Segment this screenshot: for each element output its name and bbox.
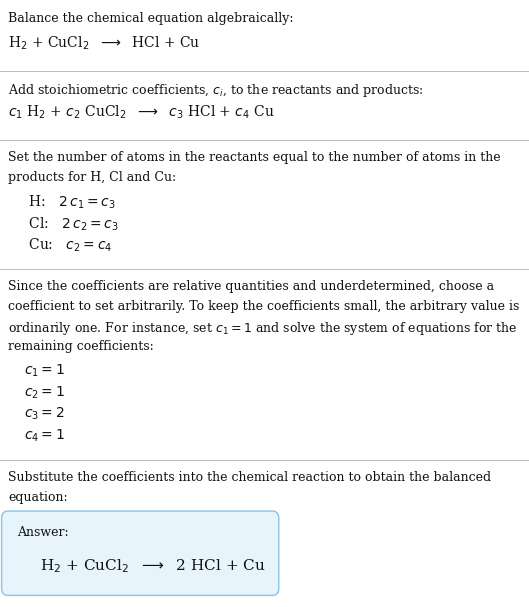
Text: Cu:   $c_2 = c_4$: Cu: $c_2 = c_4$ [24,237,112,254]
Text: $c_3 = 2$: $c_3 = 2$ [24,406,65,422]
Text: H$_2$ + CuCl$_2$  $\longrightarrow$  HCl + Cu: H$_2$ + CuCl$_2$ $\longrightarrow$ HCl +… [8,35,200,52]
Text: ordinarily one. For instance, set $c_1 = 1$ and solve the system of equations fo: ordinarily one. For instance, set $c_1 =… [8,320,517,337]
Text: H$_2$ + CuCl$_2$  $\longrightarrow$  2 HCl + Cu: H$_2$ + CuCl$_2$ $\longrightarrow$ 2 HCl… [40,557,266,575]
Text: Answer:: Answer: [17,526,69,538]
Text: Substitute the coefficients into the chemical reaction to obtain the balanced: Substitute the coefficients into the che… [8,471,491,484]
FancyBboxPatch shape [2,511,279,595]
Text: coefficient to set arbitrarily. To keep the coefficients small, the arbitrary va: coefficient to set arbitrarily. To keep … [8,300,519,313]
Text: Since the coefficients are relative quantities and underdetermined, choose a: Since the coefficients are relative quan… [8,280,494,293]
Text: remaining coefficients:: remaining coefficients: [8,341,154,353]
Text: products for H, Cl and Cu:: products for H, Cl and Cu: [8,171,176,185]
Text: $c_2 = 1$: $c_2 = 1$ [24,384,65,401]
Text: Add stoichiometric coefficients, $c_i$, to the reactants and products:: Add stoichiometric coefficients, $c_i$, … [8,82,423,99]
Text: $c_1 = 1$: $c_1 = 1$ [24,363,65,379]
Text: H:   $2\,c_1 = c_3$: H: $2\,c_1 = c_3$ [24,194,115,211]
Text: $c_4 = 1$: $c_4 = 1$ [24,428,65,444]
Text: $c_1$ H$_2$ + $c_2$ CuCl$_2$  $\longrightarrow$  $c_3$ HCl + $c_4$ Cu: $c_1$ H$_2$ + $c_2$ CuCl$_2$ $\longright… [8,104,275,121]
Text: equation:: equation: [8,491,68,504]
Text: Balance the chemical equation algebraically:: Balance the chemical equation algebraica… [8,12,294,25]
Text: Set the number of atoms in the reactants equal to the number of atoms in the: Set the number of atoms in the reactants… [8,151,500,164]
Text: Cl:   $2\,c_2 = c_3$: Cl: $2\,c_2 = c_3$ [24,215,118,232]
